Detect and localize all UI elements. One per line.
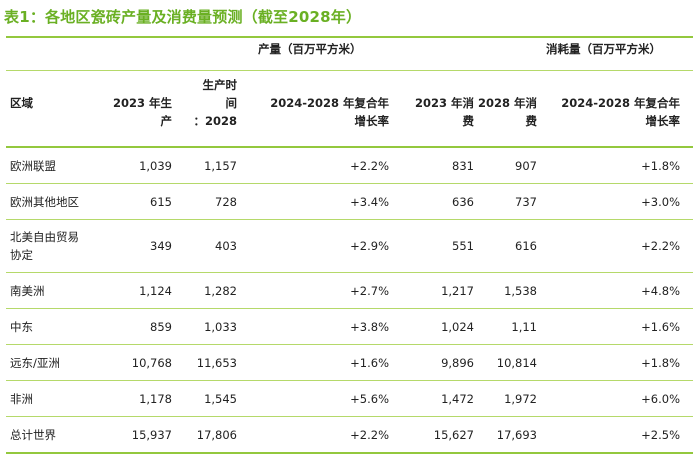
cons-2023-cell: 9,896 xyxy=(441,356,474,370)
top-rule xyxy=(6,36,693,38)
cons-2023-cell: 831 xyxy=(452,159,474,173)
cons-2028-cell: 1,11 xyxy=(511,320,537,334)
cons-2028-cell: 17,693 xyxy=(496,428,537,442)
table-title: 表1：各地区瓷砖产量及消费量预测（截至2028年） xyxy=(4,8,362,26)
row-divider xyxy=(6,308,693,309)
prod-2028-cell: 1,033 xyxy=(204,320,237,334)
prod-cagr-cell: +1.6% xyxy=(350,356,389,370)
cons-2023-cell: 636 xyxy=(452,195,474,209)
prod-2028-cell: 1,545 xyxy=(204,392,237,406)
prod-2028-cell: 728 xyxy=(215,195,237,209)
column-header-region: 区域 xyxy=(10,96,33,110)
row-divider xyxy=(6,344,693,345)
prod-2023-cell: 1,124 xyxy=(139,284,172,298)
prod-cagr-cell: +2.2% xyxy=(350,159,389,173)
region-cell: 北美自由贸易 xyxy=(10,230,79,244)
prod-2023-cell: 615 xyxy=(150,195,172,209)
row-divider xyxy=(6,416,693,417)
cons-2028-cell: 10,814 xyxy=(496,356,537,370)
column-header-prod-2028: 生产时 xyxy=(202,78,238,92)
prod-2028-cell: 1,282 xyxy=(204,284,237,298)
column-header-prod-2023: 产 xyxy=(160,114,173,128)
prod-2023-cell: 10,768 xyxy=(131,356,172,370)
prod-2023-cell: 1,178 xyxy=(139,392,172,406)
region-cell: 南美洲 xyxy=(10,284,45,298)
prod-cagr-cell: +5.6% xyxy=(350,392,389,406)
column-header-cons-2028: 2028 年消 xyxy=(477,96,537,110)
column-header-prod-2028: 间 xyxy=(225,96,238,110)
cons-2023-cell: 15,627 xyxy=(433,428,474,442)
region-cell: 非洲 xyxy=(10,392,33,406)
production-group-header: 产量（百万平方米） xyxy=(258,42,362,56)
row-divider xyxy=(6,380,693,381)
cons-2023-cell: 1,472 xyxy=(441,392,474,406)
cons-2023-cell: 1,024 xyxy=(441,320,474,334)
column-header-cons-2023: 2023 年消 xyxy=(414,96,474,110)
prod-2023-cell: 859 xyxy=(150,320,172,334)
cons-cagr-cell: +4.8% xyxy=(641,284,680,298)
region-cell: 欧洲其他地区 xyxy=(10,195,79,209)
column-header-prod-2023: 2023 年生 xyxy=(112,96,172,110)
cons-cagr-cell: +1.6% xyxy=(641,320,680,334)
column-header-cons-2023: 费 xyxy=(462,114,475,128)
region-cell: 欧洲联盟 xyxy=(10,159,56,173)
prod-cagr-cell: +2.2% xyxy=(350,428,389,442)
cons-2028-cell: 1,972 xyxy=(504,392,537,406)
group-header-rule xyxy=(6,70,693,71)
row-divider xyxy=(6,219,693,220)
header-bottom-rule xyxy=(6,146,693,148)
column-header-prod-cagr: 2024-2028 年复合年 xyxy=(270,96,389,110)
row-divider xyxy=(6,272,693,273)
prod-cagr-cell: +3.4% xyxy=(350,195,389,209)
cons-cagr-cell: +1.8% xyxy=(641,356,680,370)
column-header-cons-cagr: 2024-2028 年复合年 xyxy=(561,96,680,110)
prod-cagr-cell: +3.8% xyxy=(350,320,389,334)
cons-2028-cell: 1,538 xyxy=(504,284,537,298)
column-header-cons-2028: 费 xyxy=(525,114,538,128)
prod-cagr-cell: +2.9% xyxy=(350,239,389,253)
cons-2023-cell: 551 xyxy=(452,239,474,253)
cons-2028-cell: 737 xyxy=(515,195,537,209)
row-divider xyxy=(6,452,693,454)
consumption-group-header: 消耗量（百万平方米） xyxy=(546,42,661,56)
cons-cagr-cell: +2.5% xyxy=(641,428,680,442)
row-divider xyxy=(6,183,693,184)
prod-2028-cell: 17,806 xyxy=(196,428,237,442)
cons-cagr-cell: +6.0% xyxy=(641,392,680,406)
cons-2028-cell: 616 xyxy=(515,239,537,253)
column-header-cons-cagr: 增长率 xyxy=(645,114,681,128)
cons-cagr-cell: +1.8% xyxy=(641,159,680,173)
prod-2028-cell: 11,653 xyxy=(196,356,237,370)
column-header-prod-2028: ：2028 xyxy=(193,114,237,128)
region-cell: 中东 xyxy=(10,320,33,334)
prod-2023-cell: 15,937 xyxy=(131,428,172,442)
region-cell: 总计世界 xyxy=(10,428,56,442)
prod-2023-cell: 1,039 xyxy=(139,159,172,173)
region-cell: 远东/亚洲 xyxy=(10,356,60,370)
cons-2023-cell: 1,217 xyxy=(441,284,474,298)
prod-cagr-cell: +2.7% xyxy=(350,284,389,298)
cons-cagr-cell: +2.2% xyxy=(641,239,680,253)
prod-2028-cell: 403 xyxy=(215,239,237,253)
cons-cagr-cell: +3.0% xyxy=(641,195,680,209)
region-cell: 协定 xyxy=(10,248,33,262)
cons-2028-cell: 907 xyxy=(515,159,537,173)
prod-2028-cell: 1,157 xyxy=(204,159,237,173)
column-header-prod-cagr: 增长率 xyxy=(354,114,390,128)
prod-2023-cell: 349 xyxy=(150,239,172,253)
